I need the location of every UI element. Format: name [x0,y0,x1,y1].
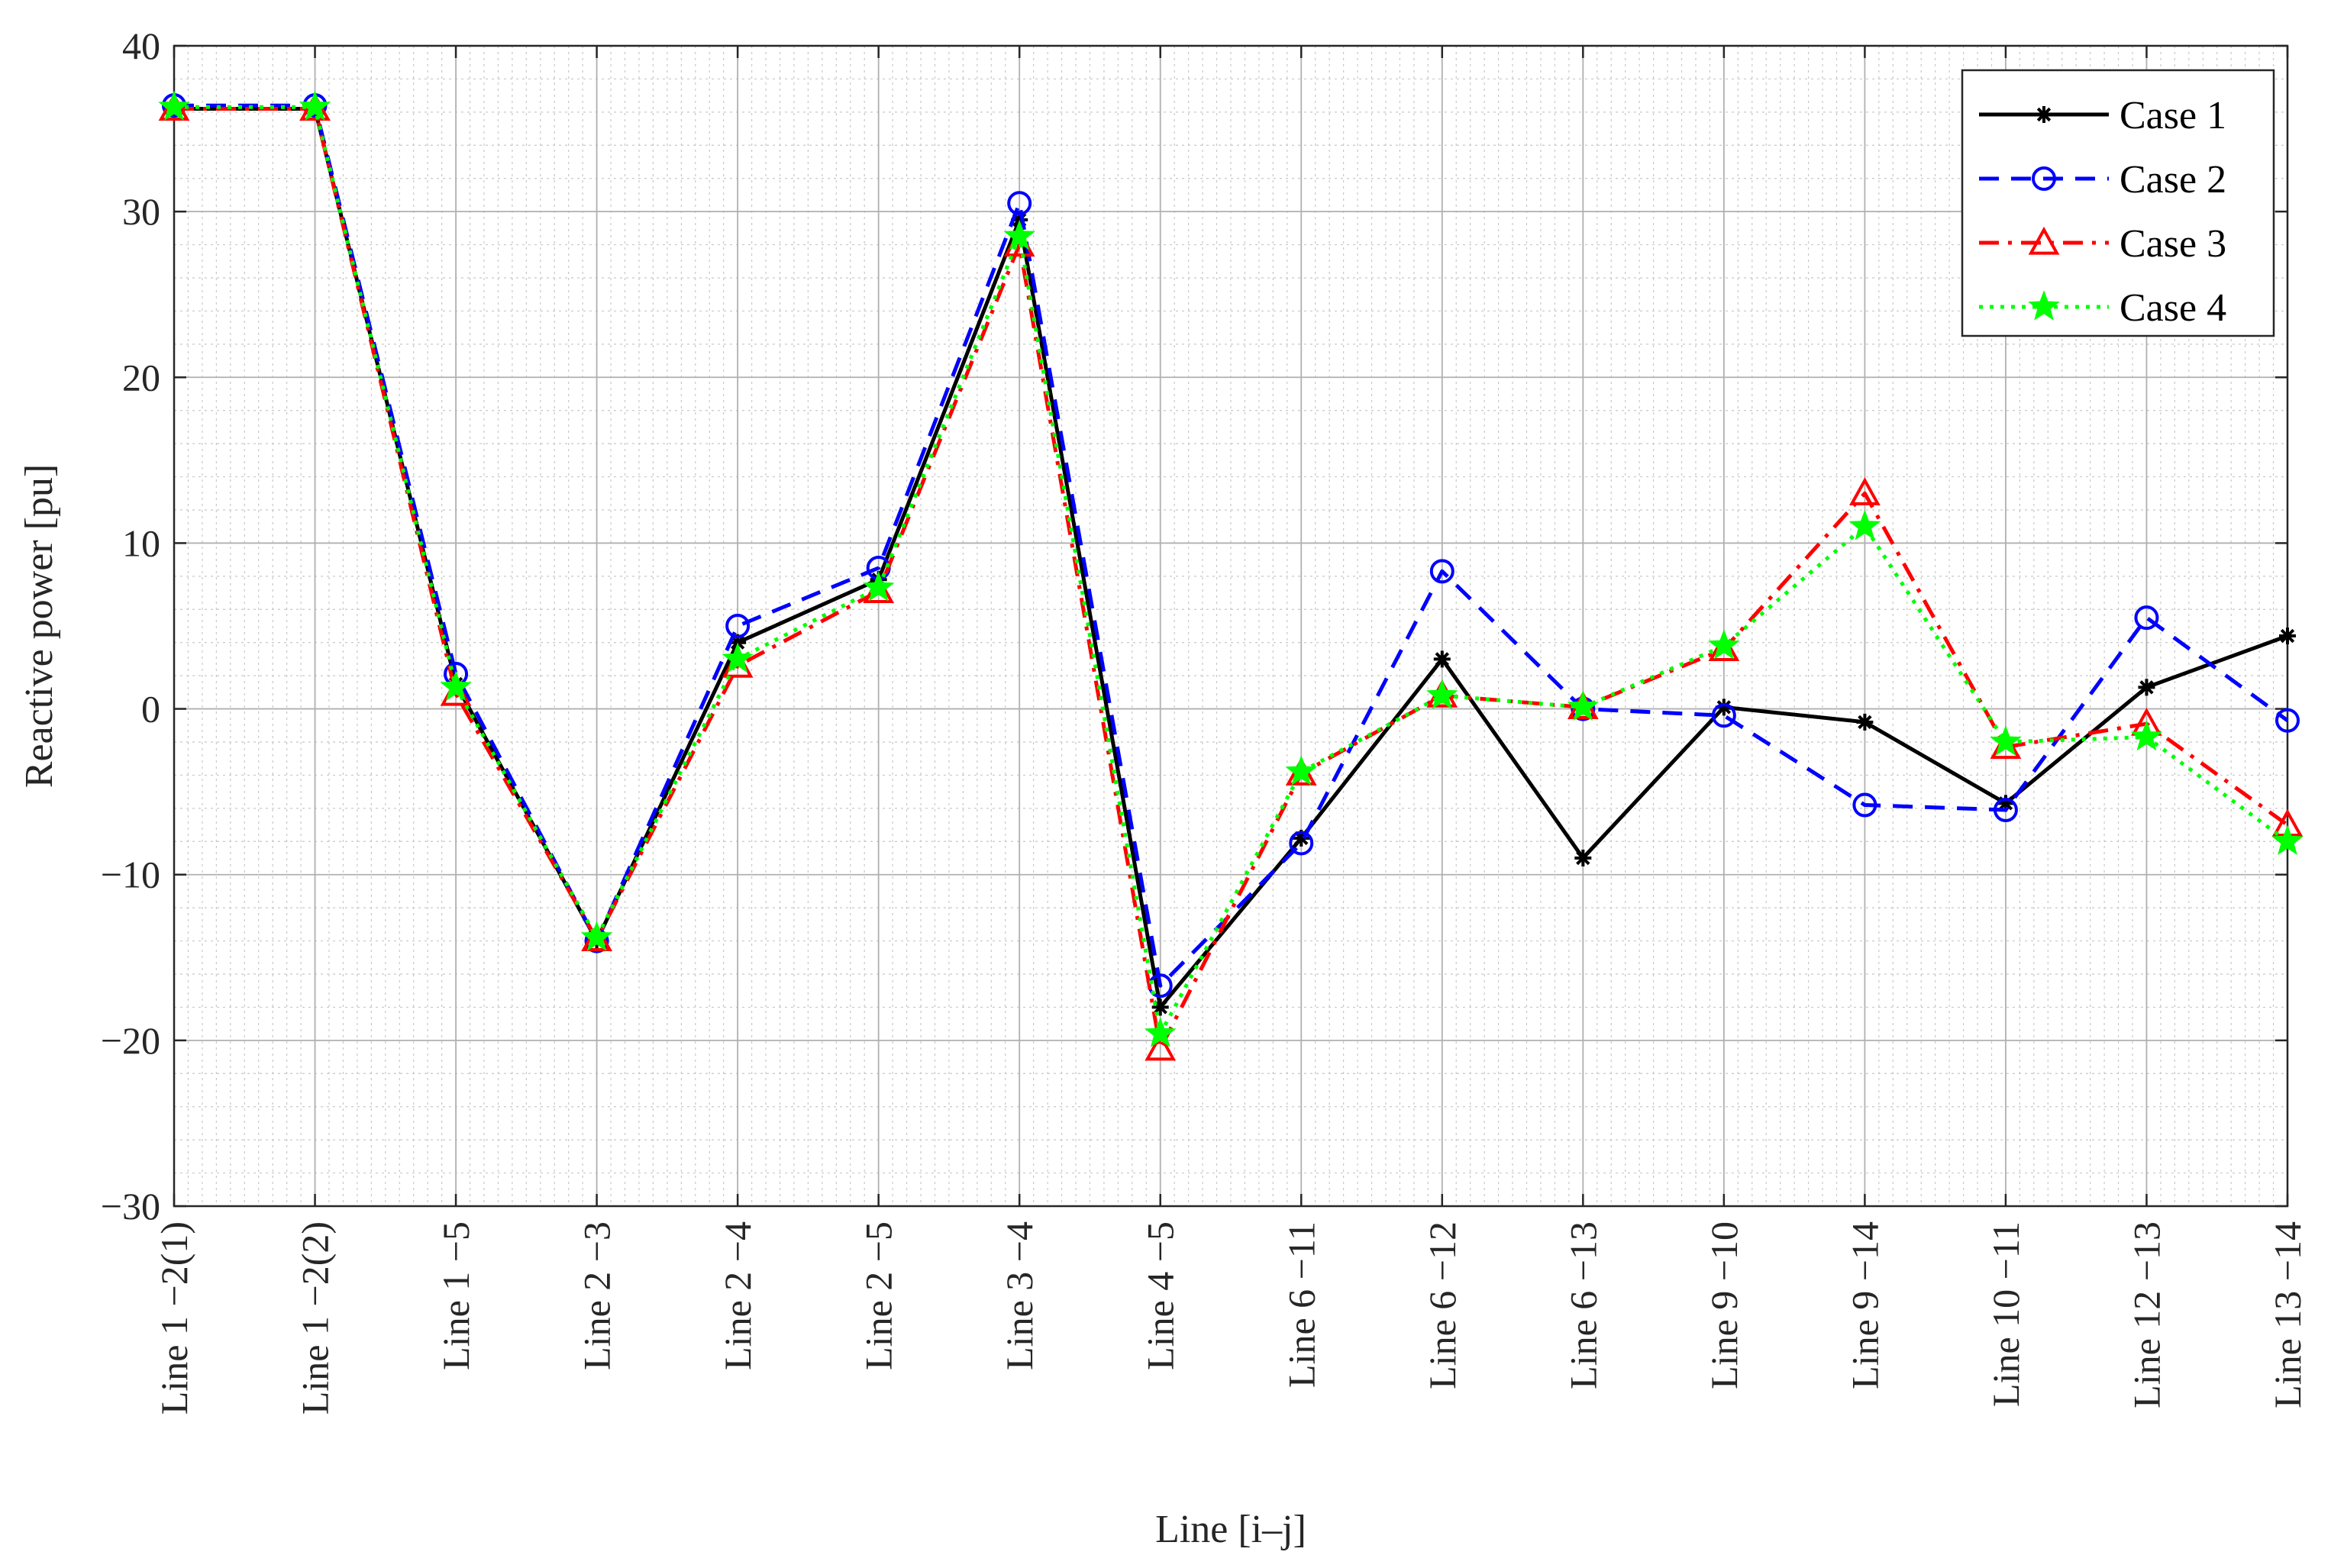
data-point [2275,708,2300,733]
data-point [2134,605,2159,631]
y-tick-label: 10 [122,521,160,564]
y-tick-label: 30 [122,190,160,233]
plot-frame [173,44,2289,1208]
x-tick-labels: Line 1 −2(1) Line 1 −2(2) Line 1 −5 Line 2 … [153,1221,2309,1415]
data-point [725,614,751,638]
data-point [2130,720,2163,751]
series-line [174,107,2289,1051]
data-point [1856,713,1874,731]
data-point [158,90,190,121]
x-tick-label: Line 9 −14 [1843,1221,1886,1389]
y-tick-label: 40 [122,24,160,67]
legend-label: Case 1 [2120,94,2226,137]
data-point [1289,831,1314,856]
x-tick-label: Line 1 −2(2) [294,1221,337,1415]
data-point [1567,690,1600,721]
series-line [174,103,2289,988]
data-point [2279,628,2296,645]
data-point [1993,798,2018,823]
data-point [2138,679,2155,696]
x-tick-label: Line 9 −10 [1703,1221,1745,1389]
data-point [440,670,472,702]
x-tick-label: Line 13 −14 [2266,1221,2309,1408]
legend-label: Case 3 [2120,222,2226,266]
x-tick-label: Line 3 −4 [998,1221,1041,1370]
x-tick-label: Line 1 −2(1) [153,1221,195,1415]
x-tick-label: Line 2 −3 [576,1221,618,1370]
data-point [862,571,895,602]
data-point [1990,725,2022,756]
y-tick-label: −30 [101,1185,160,1228]
data-point [1848,509,1881,540]
y-tick-labels: −30 −20 −10 0 10 20 30 40 [101,24,160,1228]
data-point [1144,1017,1177,1047]
series-line [174,107,2288,1009]
y-tick-label: −10 [101,853,160,896]
legend-item: Case 2 [1979,158,2226,202]
data-point [1425,679,1458,709]
legend-label: Case 4 [2120,286,2226,330]
data-point [1007,191,1032,216]
y-tick-label: 0 [141,688,160,731]
series-layer [158,90,2304,1061]
legend-marker [2028,290,2060,321]
data-point [1145,1032,1177,1061]
series-4 [158,90,2304,1047]
legend-item: Case 4 [1979,286,2226,330]
data-point [1285,755,1317,786]
data-point [1574,850,1592,866]
legend-marker [2032,166,2056,191]
data-point [1003,219,1036,250]
x-tick-label: Line 1 −5 [434,1221,477,1370]
data-point [1429,559,1454,584]
x-tick-label: Line 6 −13 [1561,1221,1604,1389]
legend-marker [2036,106,2052,123]
axis-ticks [173,44,2289,1208]
data-point [1433,650,1451,668]
x-tick-label: Line 6 −11 [1280,1221,1322,1388]
y-tick-label: −20 [101,1019,160,1062]
legend-item: Case 1 [1979,94,2226,137]
data-point [2271,824,2304,856]
legend-label: Case 2 [2120,158,2226,202]
x-tick-label: Line 6 −12 [1421,1221,1464,1389]
data-point [1849,477,1881,505]
data-point [1711,703,1736,728]
legend-box [1961,69,2275,337]
data-point [1852,792,1877,818]
y-axis-title: Reactive power [pu] [18,464,61,788]
legend-marker [2028,226,2060,255]
legend-item: Case 3 [1979,222,2226,266]
data-point [580,921,613,951]
data-point [722,642,754,673]
data-point [299,90,331,121]
data-point [1708,629,1740,660]
x-tick-label: Line 10 −11 [1984,1221,2027,1407]
x-tick-label: Line 12 −13 [2125,1221,2168,1408]
x-tick-label: Line 2 −4 [716,1221,759,1370]
x-axis-title: Line [i–j] [1155,1508,1306,1551]
x-tick-label: Line 2 −5 [857,1221,900,1370]
x-tick-label: Line 4 −5 [1139,1221,1182,1370]
legend: Case 1 Case 2 Case 3 Case 4 [1961,69,2275,337]
y-tick-label: 20 [122,356,160,398]
